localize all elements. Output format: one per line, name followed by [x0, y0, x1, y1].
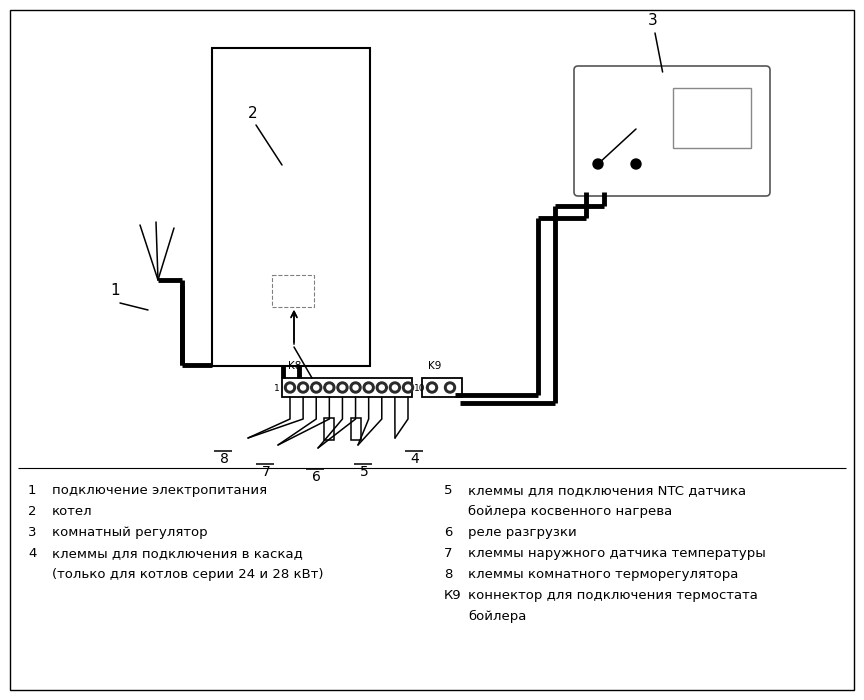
Circle shape [363, 382, 374, 393]
Circle shape [301, 385, 306, 390]
Circle shape [350, 382, 361, 393]
Text: 6: 6 [312, 470, 321, 484]
Circle shape [631, 159, 641, 169]
Circle shape [366, 385, 372, 390]
Circle shape [390, 382, 400, 393]
Circle shape [340, 385, 345, 390]
Circle shape [448, 385, 453, 390]
Text: 3: 3 [648, 13, 658, 28]
Text: K8: K8 [288, 361, 302, 371]
Bar [422, 378, 462, 397]
Circle shape [429, 385, 435, 390]
Text: 6: 6 [444, 526, 453, 539]
Bar [282, 378, 412, 397]
Text: 2: 2 [28, 505, 36, 518]
Text: клеммы для подключения в каскад: клеммы для подключения в каскад [52, 547, 303, 560]
Circle shape [444, 382, 455, 393]
Text: 1: 1 [274, 384, 280, 393]
Bar [351, 418, 360, 440]
Circle shape [392, 385, 397, 390]
Circle shape [284, 382, 295, 393]
Text: бойлера: бойлера [468, 610, 526, 623]
Text: подключение электропитания: подключение электропитания [52, 484, 267, 497]
Text: котел: котел [52, 505, 92, 518]
Circle shape [288, 385, 293, 390]
Bar [212, 48, 370, 366]
Text: 8: 8 [219, 452, 228, 466]
Text: реле разгрузки: реле разгрузки [468, 526, 577, 539]
Text: 1: 1 [28, 484, 36, 497]
Text: 10: 10 [414, 384, 425, 393]
Circle shape [337, 382, 348, 393]
Circle shape [427, 382, 437, 393]
FancyBboxPatch shape [574, 66, 770, 196]
Text: 3: 3 [28, 526, 36, 539]
Text: K9: K9 [428, 361, 442, 371]
Circle shape [314, 385, 319, 390]
Text: 1: 1 [110, 283, 119, 298]
Text: 5: 5 [359, 465, 368, 479]
Text: коннектор для подключения термостата: коннектор для подключения термостата [468, 589, 758, 602]
Text: клеммы наружного датчика температуры: клеммы наружного датчика температуры [468, 547, 766, 560]
Text: 7: 7 [262, 465, 270, 479]
Text: 7: 7 [444, 547, 453, 560]
Text: 5: 5 [444, 484, 453, 497]
Bar [324, 418, 334, 440]
Text: 2: 2 [248, 106, 257, 121]
Circle shape [297, 382, 308, 393]
Circle shape [327, 385, 332, 390]
Circle shape [353, 385, 358, 390]
Circle shape [311, 382, 321, 393]
Text: клеммы для подключения NTC датчика: клеммы для подключения NTC датчика [468, 484, 746, 497]
Text: комнатный регулятор: комнатный регулятор [52, 526, 207, 539]
Circle shape [593, 159, 603, 169]
Text: клеммы комнатного терморегулятора: клеммы комнатного терморегулятора [468, 568, 739, 581]
Text: 8: 8 [444, 568, 453, 581]
Text: (только для котлов серии 24 и 28 кВт): (только для котлов серии 24 и 28 кВт) [52, 568, 323, 581]
Circle shape [405, 385, 410, 390]
Circle shape [379, 385, 384, 390]
Text: бойлера косвенного нагрева: бойлера косвенного нагрева [468, 505, 672, 518]
Circle shape [324, 382, 335, 393]
Text: 4: 4 [28, 547, 36, 560]
Text: К9: К9 [444, 589, 461, 602]
Bar [272, 275, 314, 307]
Text: 4: 4 [410, 452, 419, 466]
Bar [673, 88, 751, 148]
Circle shape [403, 382, 414, 393]
Circle shape [377, 382, 387, 393]
